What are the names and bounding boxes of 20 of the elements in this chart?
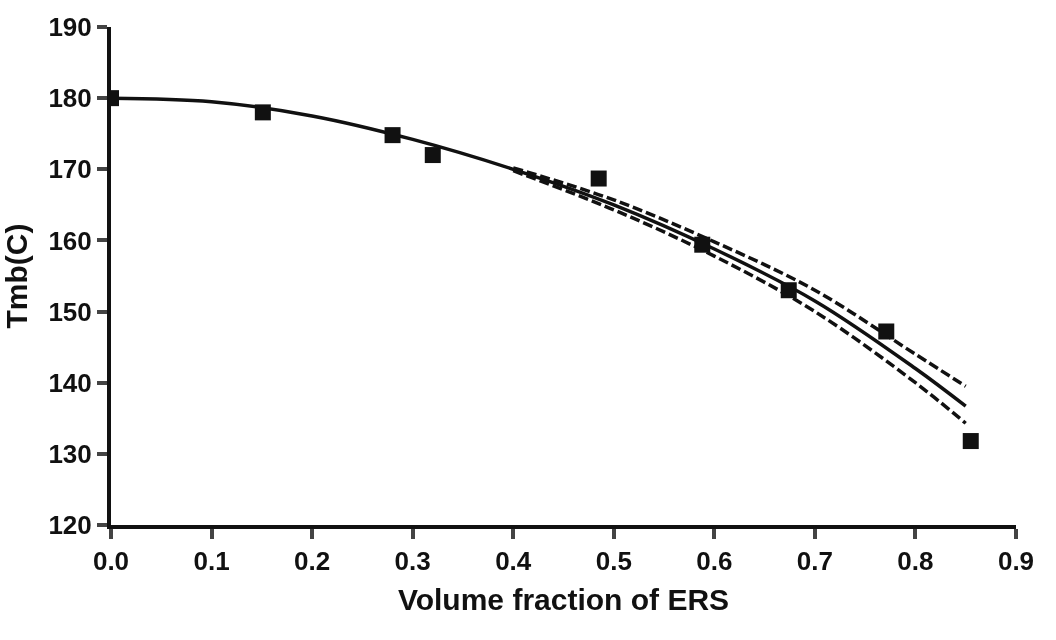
y-tick-label: 120 [48,510,92,541]
x-tick-label: 0.9 [997,546,1035,577]
x-tick-label: 0.6 [696,546,733,577]
y-tick-label: 170 [48,154,92,185]
x-tick-label: 0.4 [495,546,532,577]
y-axis-title: Tmb(C) [0,223,33,329]
y-tick-label: 160 [48,225,92,256]
x-tick-label: 0.3 [394,546,431,577]
y-tick-label: 140 [48,367,92,398]
y-tick-label: 190 [48,12,92,43]
x-tick-label: 0.2 [294,546,331,577]
x-tick-label: 0.8 [897,546,934,577]
y-tick-label: 180 [48,83,92,114]
x-tick-label: 0.1 [193,546,230,577]
y-tick-label: 150 [48,296,92,327]
x-axis-title: Volume fraction of ERS [397,583,730,617]
text: 0.0 [92,546,130,577]
x-tick-label: 0.7 [796,546,833,577]
y-tick-label: 130 [48,438,92,469]
x-tick-label: 0.5 [595,546,632,577]
